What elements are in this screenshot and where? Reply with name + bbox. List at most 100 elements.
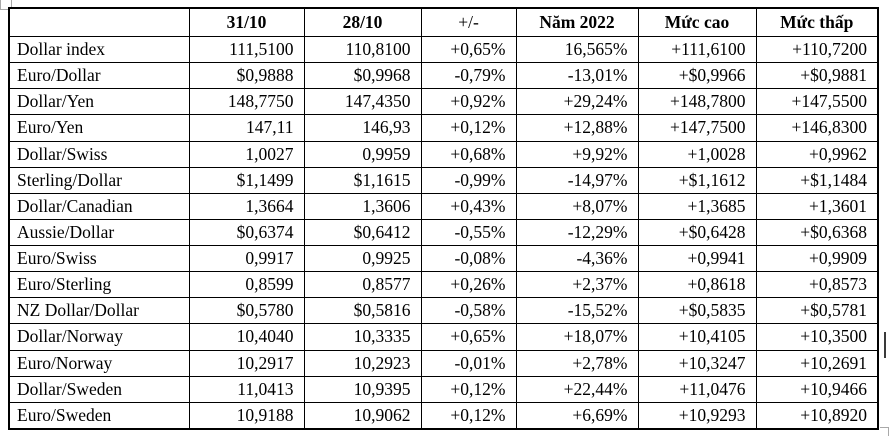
cell-value: +29,24% — [515, 88, 639, 116]
cell-value: +110,7200 — [755, 35, 879, 64]
cell-value: 110,8100 — [303, 35, 422, 64]
cell-value: +0,8573 — [755, 271, 879, 299]
cell-value: -0,08% — [420, 244, 517, 273]
row-label: Euro/Sweden — [8, 401, 190, 430]
currency-rates-table: 31/10 28/10 +/- Năm 2022 Mức cao Mức thấp Dol… — [8, 7, 879, 430]
table-row: Dollar/Yen 148,7750 147,4350 +0,92% +29,24% +… — [8, 88, 879, 116]
column-header: Mức thấp — [755, 7, 879, 37]
cell-value: 147,4350 — [303, 88, 422, 116]
row-label: Dollar/Sweden — [8, 375, 190, 403]
cell-value: 1,3664 — [188, 192, 305, 220]
screenshot-corner-artifact-bottom-right — [880, 427, 889, 436]
table-row: Dollar/Sweden 11,0413 10,9395 +0,12% +22,44%… — [8, 375, 879, 403]
cell-value: $1,1499 — [188, 166, 305, 194]
cell-value: +1,0028 — [637, 140, 757, 168]
row-label: Euro/Norway — [8, 349, 190, 377]
column-header: Năm 2022 — [515, 7, 639, 37]
table-header-row: 31/10 28/10 +/- Năm 2022 Mức cao Mức thấp — [8, 7, 879, 37]
cell-value: +0,9962 — [755, 140, 879, 168]
cell-value: +$0,6428 — [637, 218, 757, 247]
cell-value: +0,65% — [420, 35, 517, 64]
cell-value: +10,3500 — [755, 323, 879, 351]
cell-value: 111,5100 — [188, 35, 305, 64]
cell-value: +$0,5781 — [755, 297, 879, 325]
cell-value: +$0,9966 — [637, 62, 757, 90]
cell-value: +1,3601 — [755, 192, 879, 220]
cell-value: +111,6100 — [637, 35, 757, 64]
row-label: Dollar index — [8, 35, 190, 64]
cell-value: +0,9941 — [637, 244, 757, 273]
row-label: Euro/Swiss — [8, 244, 190, 273]
cell-value: 0,9959 — [303, 140, 422, 168]
table-row: Euro/Norway 10,2917 10,2923 -0,01% +2,78% +10… — [8, 349, 879, 377]
cell-value: +11,0476 — [637, 375, 757, 403]
cell-value: -4,36% — [515, 244, 639, 273]
table-row: NZ Dollar/Dollar $0,5780 $0,5816 -0,58% -15,… — [8, 297, 879, 325]
table-row: Aussie/Dollar $0,6374 $0,6412 -0,55% -12,29%… — [8, 218, 879, 247]
cell-value: 10,9188 — [188, 401, 305, 430]
cell-value: +$0,5835 — [637, 297, 757, 325]
row-label: Dollar/Yen — [8, 88, 190, 116]
cell-value: $0,9968 — [303, 62, 422, 90]
cell-value: -0,55% — [420, 218, 517, 247]
cell-value: +9,92% — [515, 140, 639, 168]
column-header: 28/10 — [303, 7, 422, 37]
cell-value: -0,58% — [420, 297, 517, 325]
cell-value: -15,52% — [515, 297, 639, 325]
cell-value: -0,99% — [420, 166, 517, 194]
cell-value: +2,37% — [515, 271, 639, 299]
cell-value: 16,565% — [515, 35, 639, 64]
cell-value: +10,8920 — [755, 401, 879, 430]
row-label: Dollar/Canadian — [8, 192, 190, 220]
cell-value: +12,88% — [515, 114, 639, 142]
table-row: Euro/Dollar $0,9888 $0,9968 -0,79% -13,01% +$… — [8, 62, 879, 90]
cell-value: 146,93 — [303, 114, 422, 142]
column-header: 31/10 — [188, 7, 305, 37]
cell-value: +2,78% — [515, 349, 639, 377]
cell-value: 10,2917 — [188, 349, 305, 377]
row-label: Sterling/Dollar — [8, 166, 190, 194]
cell-value: 0,9917 — [188, 244, 305, 273]
table-row: Euro/Sterling 0,8599 0,8577 +0,26% +2,37% +0,… — [8, 271, 879, 299]
cell-value: +10,9466 — [755, 375, 879, 403]
row-label: Dollar/Swiss — [8, 140, 190, 168]
table-row: Euro/Sweden 10,9188 10,9062 +0,12% +6,69% +10… — [8, 401, 879, 430]
column-header-empty — [8, 7, 190, 37]
row-label: Euro/Yen — [8, 114, 190, 142]
cell-value: +147,7500 — [637, 114, 757, 142]
cell-value: +10,9293 — [637, 401, 757, 430]
cell-value: +0,9909 — [755, 244, 879, 273]
cell-value: 148,7750 — [188, 88, 305, 116]
cell-value: +0,43% — [420, 192, 517, 220]
row-label: Dollar/Norway — [8, 323, 190, 351]
table-header: 31/10 28/10 +/- Năm 2022 Mức cao Mức thấp — [8, 7, 879, 37]
cell-value: +6,69% — [515, 401, 639, 430]
cell-value: 147,11 — [188, 114, 305, 142]
table-row: Dollar index 111,5100 110,8100 +0,65% 16,565… — [8, 35, 879, 64]
cell-value: -0,79% — [420, 62, 517, 90]
table-row: Euro/Swiss 0,9917 0,9925 -0,08% -4,36% +0,994… — [8, 244, 879, 273]
cell-value: $0,9888 — [188, 62, 305, 90]
cell-value: $0,6374 — [188, 218, 305, 247]
cell-value: +146,8300 — [755, 114, 879, 142]
cell-value: +0,92% — [420, 88, 517, 116]
cell-value: -12,29% — [515, 218, 639, 247]
cell-value: $0,5816 — [303, 297, 422, 325]
table-row: Sterling/Dollar $1,1499 $1,1615 -0,99% -14,9… — [8, 166, 879, 194]
cell-value: +0,26% — [420, 271, 517, 299]
table-row: Euro/Yen 147,11 146,93 +0,12% +12,88% +147,75… — [8, 114, 879, 142]
cell-value: +8,07% — [515, 192, 639, 220]
cell-value: +147,5500 — [755, 88, 879, 116]
cell-value: $0,6412 — [303, 218, 422, 247]
cell-value: 1,3606 — [303, 192, 422, 220]
cell-value: -14,97% — [515, 166, 639, 194]
cell-value: +$1,1612 — [637, 166, 757, 194]
column-header: +/- — [420, 7, 517, 37]
column-header: Mức cao — [637, 7, 757, 37]
cell-value: +0,68% — [420, 140, 517, 168]
row-label: Euro/Sterling — [8, 271, 190, 299]
cell-value: $0,5780 — [188, 297, 305, 325]
table-body: Dollar index 111,5100 110,8100 +0,65% 16,565… — [8, 35, 879, 430]
cell-value: 0,8599 — [188, 271, 305, 299]
